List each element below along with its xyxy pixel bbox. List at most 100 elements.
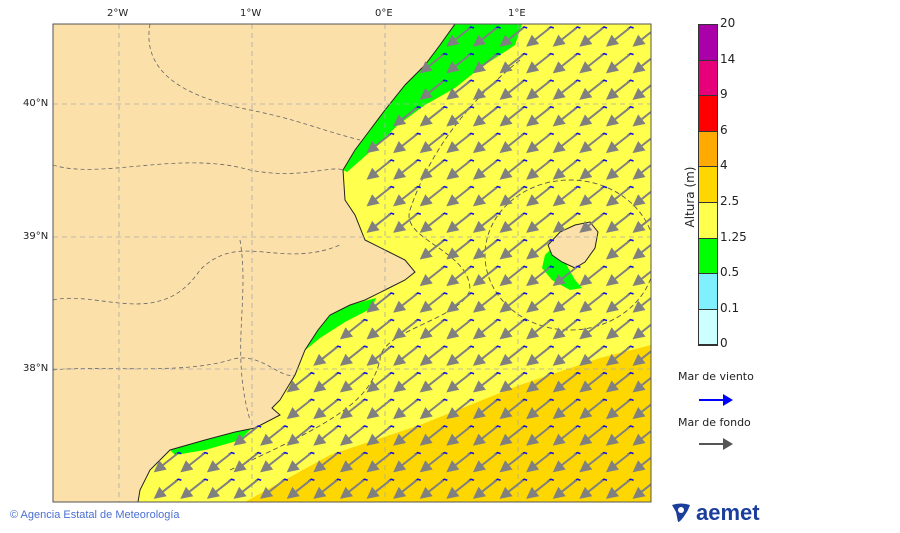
swell-arrow: [313, 452, 338, 473]
swell-arrow: [339, 373, 365, 393]
swell-arrow: [286, 479, 312, 499]
swell-arrow: [526, 346, 551, 366]
swell-arrow: [632, 350, 651, 366]
wind-sea-arrow: [654, 373, 660, 375]
green-zone-south: [170, 427, 253, 455]
swell-arrow: [526, 186, 551, 207]
swell-arrow: [632, 270, 651, 287]
swell-arrow: [579, 133, 604, 154]
swell-arrow: [499, 426, 524, 446]
colorbar-tick: 0.5: [720, 265, 740, 280]
colorbar-segment: [699, 131, 717, 168]
colorbar-segment: [699, 167, 717, 203]
swell-arrow: [446, 160, 471, 180]
map-frame: [52, 23, 652, 503]
swell-arrow: [446, 53, 471, 74]
swell-arrow: [153, 479, 179, 499]
swell-arrow: [419, 53, 445, 74]
swell-arrow: [366, 293, 391, 313]
swell-arrow: [260, 452, 285, 473]
swell-arrow: [526, 107, 551, 127]
swell-arrow: [579, 27, 604, 47]
colorbar: [698, 24, 718, 347]
colorbar-tick: 6: [720, 122, 728, 137]
swell-arrow: [366, 426, 391, 446]
colorbar-title: Altura (m): [683, 166, 697, 228]
swell-arrow: [233, 426, 258, 446]
swell-arrow: [552, 399, 578, 420]
swell-arrow: [393, 213, 418, 233]
wind-sea-arrow: [654, 293, 660, 295]
swell-arrow: [472, 319, 498, 340]
colorbar-segment: [699, 238, 717, 275]
swell-arrow: [472, 160, 498, 180]
swell-arrow: [552, 426, 578, 446]
swell-arrow: [579, 319, 604, 340]
swell-arrow: [472, 186, 498, 207]
swell-arrow: [286, 373, 312, 393]
swell-arrow: [472, 479, 498, 499]
swell-arrow: [499, 186, 524, 207]
wind-sea-arrow: [654, 240, 660, 242]
swell-arrow: [526, 213, 551, 233]
aemet-logo-icon: [672, 503, 690, 522]
graticule: [53, 24, 651, 502]
swell-arrow: [419, 399, 445, 420]
swell-arrow: [446, 373, 471, 393]
swell-arrow: [499, 133, 524, 154]
wind-sea-arrow: [654, 426, 660, 428]
colorbar-segment: [699, 309, 717, 346]
swell-arrow: [446, 399, 471, 420]
colorbar-segment: [699, 274, 717, 310]
swell-arrow: [260, 426, 285, 446]
swell-arrow: [499, 80, 524, 100]
swell-arrow: [632, 110, 651, 127]
swell-arrow: [472, 133, 498, 154]
swell-arrow: [552, 80, 578, 100]
swell-arrow: [499, 479, 524, 499]
swell-arrow: [366, 186, 391, 207]
wind-sea-arrow: [654, 54, 660, 56]
swell-arrow: [632, 376, 651, 393]
colorbar-tick: 4: [720, 158, 728, 173]
swell-arrow: [446, 27, 471, 47]
swell-arrow: [605, 186, 631, 207]
swell-arrow: [446, 426, 471, 446]
swell-arrow: [206, 479, 232, 499]
swell-arrow: [393, 373, 418, 393]
lon-label: 2°W: [107, 8, 129, 19]
swell-arrow: [366, 346, 391, 366]
lat-label: 39°N: [23, 231, 49, 242]
wind-sea-arrow: [654, 133, 660, 135]
swell-arrow: [526, 452, 551, 473]
swell-arrow: [446, 293, 471, 313]
swell-arrow: [552, 27, 578, 47]
swell-arrow: [393, 346, 418, 366]
swell-arrow: [552, 53, 578, 74]
swell-arrow: [339, 319, 365, 340]
wind-sea-arrow: [654, 453, 660, 455]
swell-arrow: [499, 346, 524, 366]
swell-arrow: [526, 27, 551, 47]
swell-arrow: [472, 426, 498, 446]
swell-arrow: [579, 452, 604, 473]
swell-arrow: [605, 373, 631, 393]
colorbar-tick: 9: [720, 87, 728, 102]
swell-arrow: [632, 57, 651, 74]
swell-arrow: [419, 213, 445, 233]
swell-arrow: [605, 133, 631, 154]
land-area: [53, 24, 456, 502]
swell-arrow: [419, 426, 445, 446]
swell-arrow: [499, 27, 524, 47]
swell-arrow: [552, 266, 578, 287]
swell-arrow: [446, 213, 471, 233]
swell-arrow: [499, 213, 524, 233]
swell-arrow: [206, 452, 232, 473]
swell-arrow: [339, 426, 365, 446]
swell-arrow: [419, 266, 445, 287]
wind-sea-arrow-icon: [699, 394, 733, 406]
swell-arrow: [605, 107, 631, 127]
swell-arrow: [366, 399, 391, 420]
swell-arrow: [605, 213, 631, 233]
